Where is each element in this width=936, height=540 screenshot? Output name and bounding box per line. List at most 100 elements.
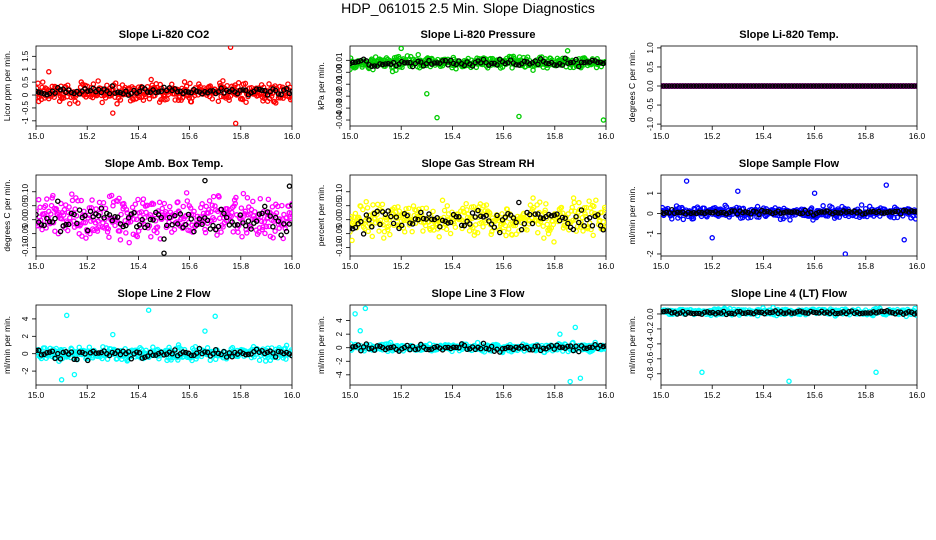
series-raw bbox=[661, 178, 917, 256]
data-point bbox=[240, 190, 247, 197]
data-point bbox=[546, 211, 552, 218]
data-point bbox=[488, 343, 495, 350]
data-point bbox=[813, 83, 819, 89]
chart-panel-4: Slope Amb. Box Temp. degrees C per min. 15… bbox=[2, 158, 301, 271]
data-point bbox=[551, 239, 557, 245]
data-point bbox=[532, 58, 538, 64]
data-point bbox=[90, 81, 97, 87]
data-point bbox=[513, 61, 519, 68]
data-point bbox=[799, 210, 806, 217]
data-point bbox=[75, 100, 81, 106]
data-point bbox=[824, 83, 830, 89]
data-point bbox=[355, 342, 361, 348]
x-tick-label: 15.2 bbox=[704, 390, 721, 400]
data-point bbox=[272, 214, 279, 221]
y-tick-label: 0 bbox=[646, 211, 655, 216]
x-tick-label: 15.0 bbox=[28, 131, 45, 141]
data-point bbox=[245, 351, 252, 358]
data-point bbox=[112, 214, 118, 220]
data-point bbox=[172, 86, 178, 92]
data-point bbox=[352, 210, 359, 217]
data-point bbox=[734, 308, 741, 315]
data-point bbox=[49, 348, 56, 355]
data-point bbox=[185, 211, 192, 218]
data-point bbox=[278, 232, 284, 238]
y-axis-label: ml/min per min. bbox=[316, 316, 326, 374]
data-point bbox=[544, 221, 550, 228]
data-point bbox=[283, 349, 290, 356]
data-point bbox=[914, 83, 917, 89]
data-point bbox=[821, 83, 828, 89]
x-tick-label: 15.6 bbox=[181, 261, 198, 271]
data-point bbox=[387, 231, 393, 238]
data-point bbox=[843, 209, 849, 215]
data-point bbox=[780, 83, 787, 89]
data-point bbox=[123, 206, 130, 213]
data-point bbox=[878, 83, 885, 89]
panel-title: Slope Amb. Box Temp. bbox=[105, 158, 224, 170]
data-point bbox=[559, 344, 566, 350]
data-point-outlier bbox=[811, 190, 818, 196]
data-point bbox=[884, 209, 890, 216]
data-point bbox=[488, 60, 495, 67]
data-point bbox=[98, 205, 105, 211]
data-point bbox=[261, 95, 268, 102]
data-point bbox=[537, 215, 544, 221]
data-point bbox=[884, 83, 890, 89]
data-point bbox=[767, 309, 773, 316]
data-point bbox=[445, 220, 451, 226]
data-point bbox=[212, 226, 219, 233]
data-point-outlier bbox=[220, 78, 226, 84]
series-averaged bbox=[661, 207, 917, 218]
y-tick-label: -2 bbox=[21, 367, 30, 375]
data-point bbox=[101, 348, 107, 354]
data-point bbox=[374, 201, 381, 208]
data-point bbox=[503, 232, 509, 239]
data-point bbox=[423, 205, 430, 211]
data-point bbox=[704, 309, 711, 315]
data-point bbox=[283, 228, 290, 235]
data-point bbox=[780, 210, 787, 216]
data-point-outlier bbox=[873, 369, 879, 376]
y-axis-label: kPa per min. bbox=[316, 62, 326, 110]
data-point bbox=[199, 221, 205, 228]
data-point bbox=[843, 83, 849, 89]
data-point bbox=[808, 209, 814, 216]
data-point bbox=[669, 216, 675, 222]
data-point bbox=[666, 210, 672, 216]
data-point bbox=[690, 83, 697, 89]
data-point bbox=[558, 204, 565, 211]
data-point bbox=[892, 83, 898, 89]
data-point bbox=[44, 215, 50, 222]
data-point bbox=[413, 207, 419, 214]
data-point bbox=[57, 228, 64, 235]
data-point bbox=[674, 209, 681, 216]
y-tick-label: -0.03 bbox=[335, 98, 344, 117]
data-point bbox=[723, 311, 730, 318]
data-point bbox=[726, 83, 732, 89]
data-point bbox=[118, 211, 124, 218]
data-point bbox=[903, 310, 909, 316]
data-point bbox=[448, 219, 454, 226]
data-point bbox=[570, 347, 577, 354]
data-point bbox=[729, 83, 735, 89]
data-point bbox=[859, 310, 866, 316]
data-point bbox=[144, 222, 151, 228]
data-point-outlier bbox=[161, 250, 167, 256]
data-point bbox=[177, 211, 184, 217]
data-point bbox=[223, 87, 230, 94]
data-point bbox=[900, 83, 907, 89]
data-point bbox=[69, 191, 75, 197]
data-point bbox=[497, 349, 503, 355]
data-point bbox=[131, 216, 137, 222]
data-point bbox=[524, 227, 530, 233]
data-point bbox=[112, 90, 118, 96]
data-point bbox=[903, 208, 909, 214]
data-point bbox=[128, 90, 135, 97]
data-point bbox=[143, 347, 149, 354]
data-point bbox=[404, 342, 410, 349]
data-point bbox=[734, 211, 741, 217]
data-point bbox=[682, 83, 689, 89]
data-point bbox=[207, 226, 214, 232]
data-point bbox=[867, 83, 874, 89]
